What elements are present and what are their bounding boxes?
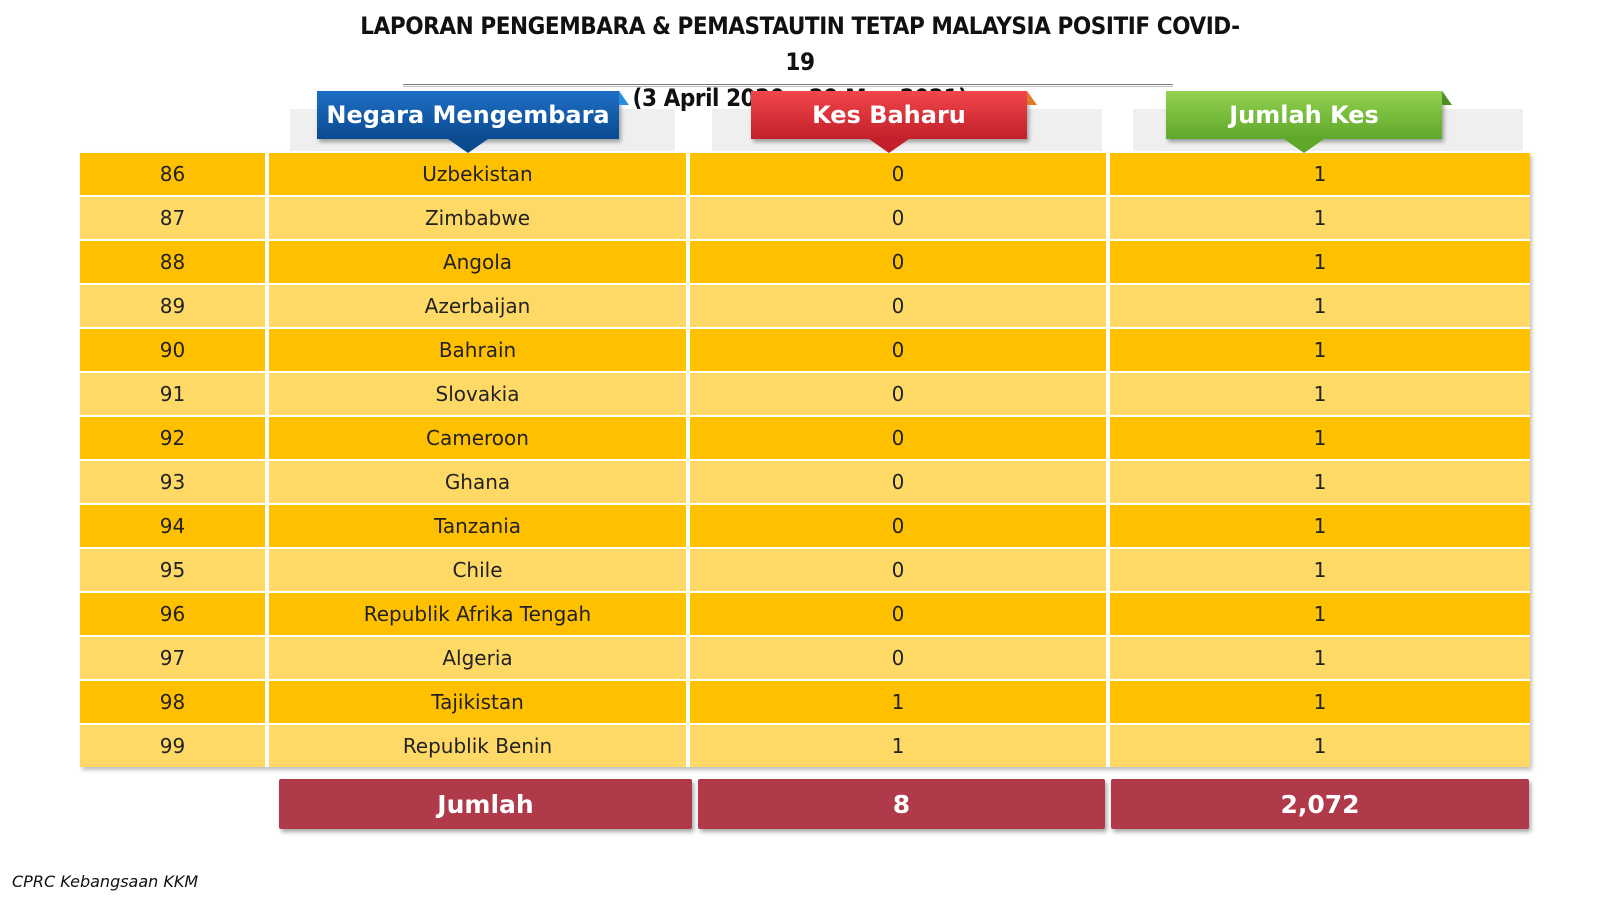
new-cases-value: 0 [690,593,1110,635]
table-row: 95 Chile 0 1 [80,549,1530,593]
row-number: 88 [80,241,269,283]
country-name: Chile [269,549,690,591]
country-name: Azerbaijan [269,285,690,327]
row-number: 99 [80,725,269,767]
table-row: 89 Azerbaijan 0 1 [80,285,1530,329]
total-cases-value: 1 [1110,461,1530,503]
header-country: Negara Mengembara [317,91,629,153]
header-total-cases: Jumlah Kes [1166,91,1452,153]
header-country-arrow [448,139,488,153]
country-name: Republik Benin [269,725,690,767]
title-divider [403,84,1173,87]
country-table: 86 Uzbekistan 0 1 87 Zimbabwe 0 1 88 Angola 0 1 89 Az… [80,153,1530,767]
row-number: 94 [80,505,269,547]
table-row: 97 Algeria 0 1 [80,637,1530,681]
table-row: 90 Bahrain 0 1 [80,329,1530,373]
new-cases-value: 0 [690,241,1110,283]
row-number: 90 [80,329,269,371]
country-name: Cameroon [269,417,690,459]
total-new-cases: 8 [698,779,1105,829]
country-name: Tanzania [269,505,690,547]
row-number: 95 [80,549,269,591]
total-cases: 2,072 [1111,779,1529,829]
row-number: 92 [80,417,269,459]
header-new-cases-fold [1027,91,1037,105]
table-row: 99 Republik Benin 1 1 [80,725,1530,767]
total-cases-value: 1 [1110,505,1530,547]
country-name: Zimbabwe [269,197,690,239]
row-number: 96 [80,593,269,635]
new-cases-value: 0 [690,329,1110,371]
header-country-label: Negara Mengembara [326,101,610,129]
total-label: Jumlah [279,779,692,829]
total-cases-value: 1 [1110,285,1530,327]
table-row: 91 Slovakia 0 1 [80,373,1530,417]
header-total-cases-arrow [1284,139,1324,153]
country-name: Ghana [269,461,690,503]
country-name: Slovakia [269,373,690,415]
country-name: Tajikistan [269,681,690,723]
table-row: 94 Tanzania 0 1 [80,505,1530,549]
new-cases-value: 0 [690,637,1110,679]
total-cases-value: 1 [1110,417,1530,459]
total-cases-value: 1 [1110,681,1530,723]
total-cases-value: 1 [1110,153,1530,195]
country-name: Republik Afrika Tengah [269,593,690,635]
row-number: 87 [80,197,269,239]
header-new-cases-label: Kes Baharu [812,101,966,129]
total-cases-value: 1 [1110,593,1530,635]
new-cases-value: 0 [690,285,1110,327]
row-number: 98 [80,681,269,723]
table-row: 96 Republik Afrika Tengah 0 1 [80,593,1530,637]
total-cases-value: 1 [1110,241,1530,283]
header-country-fold [619,91,629,105]
table-row: 93 Ghana 0 1 [80,461,1530,505]
header-new-cases-arrow [869,139,909,153]
total-cases-value: 1 [1110,329,1530,371]
table-row: 92 Cameroon 0 1 [80,417,1530,461]
total-cases-value: 1 [1110,725,1530,767]
country-name: Bahrain [269,329,690,371]
header-total-cases-fold [1442,91,1452,105]
new-cases-value: 0 [690,197,1110,239]
new-cases-value: 0 [690,373,1110,415]
total-cases-value: 1 [1110,549,1530,591]
row-number: 91 [80,373,269,415]
country-name: Uzbekistan [269,153,690,195]
table-row: 86 Uzbekistan 0 1 [80,153,1530,197]
row-number: 97 [80,637,269,679]
country-name: Algeria [269,637,690,679]
new-cases-value: 0 [690,153,1110,195]
total-cases-value: 1 [1110,637,1530,679]
report-title-line1: LAPORAN PENGEMBARA & PEMASTAUTIN TETAP M… [360,12,1240,76]
new-cases-value: 0 [690,461,1110,503]
table-row: 98 Tajikistan 1 1 [80,681,1530,725]
total-cases-value: 1 [1110,197,1530,239]
header-new-cases: Kes Baharu [751,91,1037,153]
table-row: 88 Angola 0 1 [80,241,1530,285]
row-number: 86 [80,153,269,195]
new-cases-value: 0 [690,417,1110,459]
new-cases-value: 1 [690,725,1110,767]
new-cases-value: 0 [690,505,1110,547]
new-cases-value: 0 [690,549,1110,591]
new-cases-value: 1 [690,681,1110,723]
country-name: Angola [269,241,690,283]
row-number: 89 [80,285,269,327]
header-total-cases-label: Jumlah Kes [1229,101,1379,129]
total-cases-value: 1 [1110,373,1530,415]
source-footer: CPRC Kebangsaan KKM [12,872,199,891]
table-row: 87 Zimbabwe 0 1 [80,197,1530,241]
row-number: 93 [80,461,269,503]
